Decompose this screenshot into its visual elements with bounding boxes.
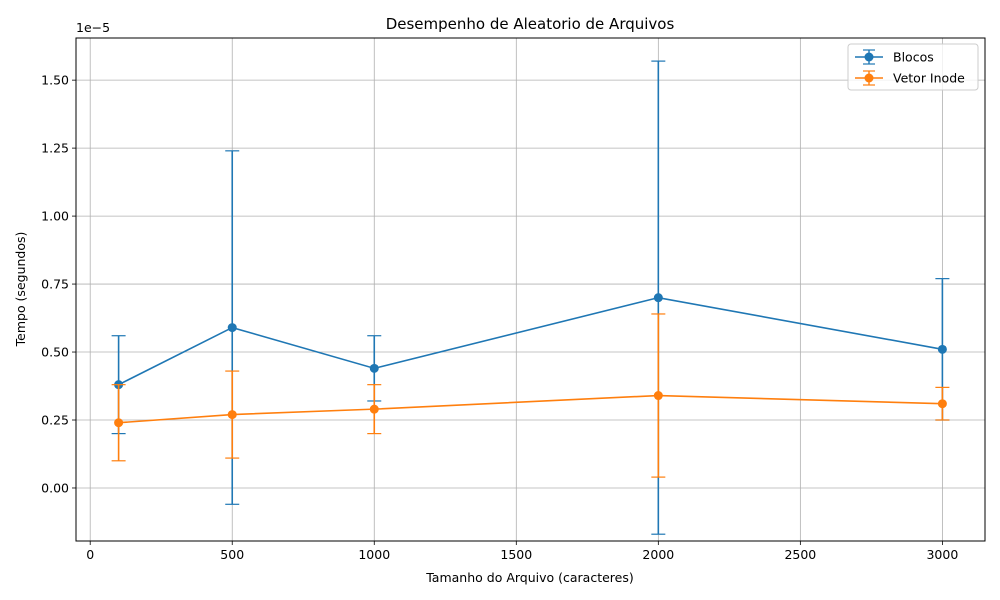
data-point: [227, 323, 237, 333]
legend: Blocos Vetor Inode: [847, 43, 979, 91]
plot-frame: [75, 37, 986, 542]
y-axis-label: Tempo (segundos): [13, 232, 28, 348]
x-tick-label: 3000: [926, 547, 958, 562]
y-tick-label: 1.00: [41, 209, 69, 224]
x-tick-label: 1500: [500, 547, 532, 562]
series-line: [118, 394, 943, 424]
legend-entry: Blocos: [855, 49, 934, 65]
y-tick-label: 0.75: [41, 277, 69, 292]
y-tick-label: 1.25: [41, 141, 69, 156]
data-point: [653, 293, 663, 303]
series-vetor-inode: [111, 313, 950, 478]
y-tick-label: 0.50: [41, 345, 69, 360]
data-point: [114, 418, 124, 428]
x-axis-label: Tamanho do Arquivo (caracteres): [425, 570, 634, 585]
x-tick-label: 500: [220, 547, 244, 562]
x-tick-label: 0: [86, 547, 94, 562]
data-point: [227, 410, 237, 420]
series-layer: [111, 60, 950, 535]
y-tick-label: 0.00: [41, 480, 69, 495]
x-tick-label: 2000: [642, 547, 674, 562]
y-tick-label: 1.50: [41, 73, 69, 88]
series-line: [118, 296, 943, 386]
grid: [76, 38, 985, 541]
legend-entry: Vetor Inode: [855, 70, 965, 86]
data-point: [369, 404, 379, 414]
x-tick-label: 1000: [358, 547, 390, 562]
data-point: [937, 344, 947, 354]
x-tick-label: 2500: [784, 547, 816, 562]
ticks: 0 500 1000 1500 2000 2500 3000 0.00 0.25 0.50 0.75…: [41, 73, 958, 562]
series-blocos: [111, 60, 950, 535]
chart-title: Desempenho de Aleatorio de Arquivos: [386, 15, 675, 33]
legend-marker: [864, 73, 874, 83]
legend-label: Blocos: [893, 50, 934, 65]
data-point: [369, 363, 379, 373]
legend-label: Vetor Inode: [893, 71, 965, 86]
legend-marker: [864, 52, 874, 62]
data-point: [937, 399, 947, 409]
y-axis-offset-label: 1e−5: [76, 20, 110, 35]
data-point: [653, 391, 663, 401]
y-tick-label: 0.25: [41, 413, 69, 428]
